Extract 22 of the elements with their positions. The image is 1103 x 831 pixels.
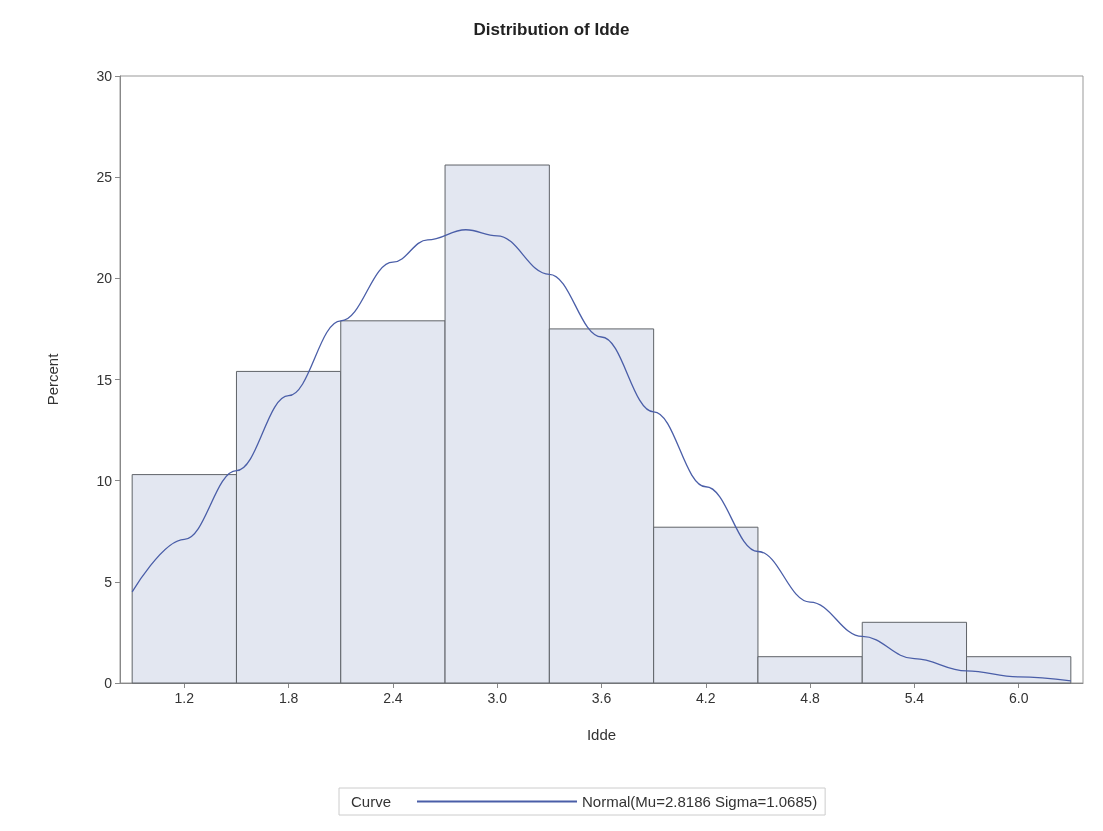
x-tick-label: 1.2 <box>174 690 195 706</box>
y-tick-label: 15 <box>96 371 113 388</box>
y-tick-label: 5 <box>104 573 113 590</box>
x-tick-label: 1.8 <box>278 690 299 706</box>
y-tick-label: 30 <box>96 68 113 84</box>
y-tick-label: 10 <box>96 472 113 489</box>
x-tick-label: 3.0 <box>487 690 508 706</box>
x-tick-label: 4.2 <box>696 690 716 706</box>
x-tick-label: 6.0 <box>1008 690 1029 706</box>
y-tick-label: 0 <box>104 675 113 691</box>
y-tick-label: 25 <box>96 169 113 186</box>
x-tick-label: 3.6 <box>591 690 612 706</box>
x-axis-title: Idde <box>586 726 617 743</box>
x-tick-label: 5.4 <box>904 690 925 706</box>
x-tick-label: 2.4 <box>383 690 403 706</box>
line-series <box>131 229 1072 682</box>
y-tick-label: 20 <box>96 270 113 287</box>
legend-title: Curve <box>351 793 392 810</box>
x-tick-label: 4.8 <box>800 690 821 706</box>
text: Normal(Mu=2.8186 Sigma=1.0685) <box>582 793 818 810</box>
y-axis-title: Percent <box>44 352 61 406</box>
chart-title: Distribution of Idde <box>473 20 630 39</box>
